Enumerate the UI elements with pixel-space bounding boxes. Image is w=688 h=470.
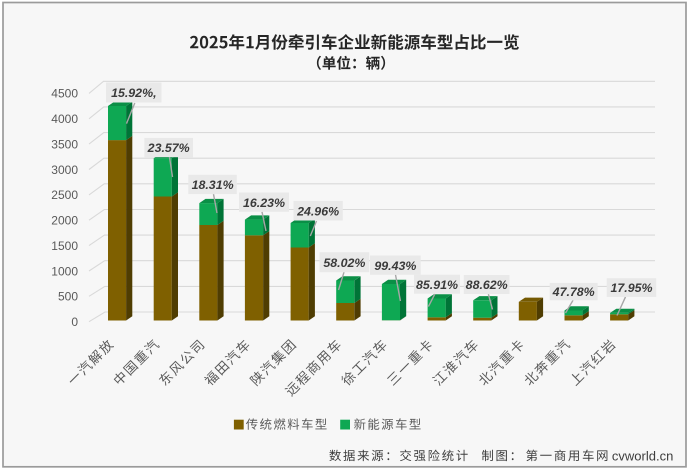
svg-text:17.95%: 17.95% bbox=[610, 281, 652, 295]
svg-text:500: 500 bbox=[58, 290, 78, 304]
svg-text:0: 0 bbox=[71, 315, 78, 329]
svg-text:85.91%: 85.91% bbox=[416, 278, 458, 292]
svg-text:99.43%: 99.43% bbox=[374, 259, 416, 273]
svg-text:15.92%,: 15.92%, bbox=[111, 86, 156, 100]
svg-text:24.96%: 24.96% bbox=[296, 204, 339, 218]
svg-text:cvworld.cn: cvworld.cn bbox=[612, 449, 673, 464]
svg-text:58.02%: 58.02% bbox=[323, 256, 365, 270]
svg-text:1000: 1000 bbox=[51, 264, 78, 278]
svg-text:18.31%: 18.31% bbox=[192, 178, 234, 192]
svg-text:2500: 2500 bbox=[51, 188, 78, 202]
svg-text:4000: 4000 bbox=[51, 112, 78, 126]
svg-text:1500: 1500 bbox=[51, 239, 78, 253]
svg-text:47.78%: 47.78% bbox=[552, 285, 595, 299]
svg-text:16.23%: 16.23% bbox=[243, 196, 285, 210]
svg-text:3500: 3500 bbox=[51, 137, 78, 151]
svg-text:2000: 2000 bbox=[51, 214, 78, 228]
svg-text:23.57%: 23.57% bbox=[147, 141, 190, 155]
svg-text:3000: 3000 bbox=[51, 163, 78, 177]
svg-text:88.62%: 88.62% bbox=[466, 278, 508, 292]
svg-text:4500: 4500 bbox=[51, 87, 78, 101]
